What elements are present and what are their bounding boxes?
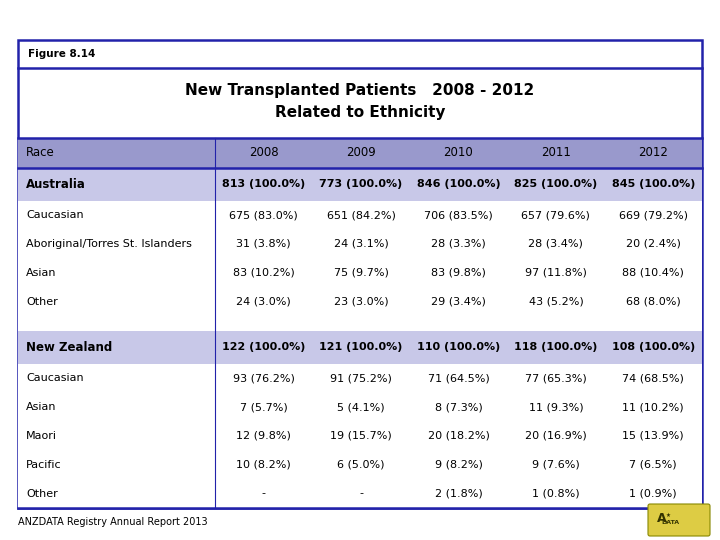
- Text: 2011: 2011: [541, 146, 571, 159]
- Bar: [18, 364, 702, 393]
- Bar: [18, 316, 702, 331]
- Text: Aboriginal/Torres St. Islanders: Aboriginal/Torres St. Islanders: [26, 239, 192, 249]
- Text: 9 (8.2%): 9 (8.2%): [435, 460, 482, 470]
- Text: Other: Other: [26, 296, 58, 307]
- Text: 29 (3.4%): 29 (3.4%): [431, 296, 486, 307]
- Text: 110 (100.0%): 110 (100.0%): [417, 342, 500, 353]
- Text: Related to Ethnicity: Related to Ethnicity: [275, 105, 445, 119]
- Text: 74 (68.5%): 74 (68.5%): [622, 373, 684, 383]
- Text: 7 (5.7%): 7 (5.7%): [240, 402, 287, 412]
- Text: Australia: Australia: [26, 178, 86, 191]
- Text: 20 (2.4%): 20 (2.4%): [626, 239, 680, 249]
- Text: 121 (100.0%): 121 (100.0%): [320, 342, 402, 353]
- Text: 669 (79.2%): 669 (79.2%): [618, 210, 688, 220]
- Text: 5 (4.1%): 5 (4.1%): [337, 402, 385, 412]
- Text: 77 (65.3%): 77 (65.3%): [525, 373, 587, 383]
- Bar: [18, 393, 702, 421]
- Text: 657 (79.6%): 657 (79.6%): [521, 210, 590, 220]
- Text: 43 (5.2%): 43 (5.2%): [528, 296, 583, 307]
- Bar: [18, 168, 702, 201]
- Text: 10 (8.2%): 10 (8.2%): [236, 460, 291, 470]
- Text: 28 (3.4%): 28 (3.4%): [528, 239, 583, 249]
- Text: 651 (84.2%): 651 (84.2%): [327, 210, 395, 220]
- Text: 118 (100.0%): 118 (100.0%): [514, 342, 598, 353]
- Text: 813 (100.0%): 813 (100.0%): [222, 179, 305, 190]
- Text: 31 (3.8%): 31 (3.8%): [236, 239, 291, 249]
- Text: 12 (9.8%): 12 (9.8%): [236, 431, 291, 441]
- Text: 108 (100.0%): 108 (100.0%): [612, 342, 695, 353]
- Text: 8 (7.3%): 8 (7.3%): [435, 402, 482, 412]
- Bar: [18, 331, 702, 364]
- Bar: [18, 201, 702, 230]
- Text: 2 (1.8%): 2 (1.8%): [435, 489, 482, 498]
- Text: Asian: Asian: [26, 268, 56, 278]
- Text: 20 (18.2%): 20 (18.2%): [428, 431, 490, 441]
- Text: 91 (75.2%): 91 (75.2%): [330, 373, 392, 383]
- Bar: [18, 258, 702, 287]
- Text: New Zealand: New Zealand: [26, 341, 112, 354]
- Bar: [18, 230, 702, 258]
- Bar: [18, 450, 702, 479]
- Text: 675 (83.0%): 675 (83.0%): [230, 210, 298, 220]
- Text: 706 (83.5%): 706 (83.5%): [424, 210, 493, 220]
- Text: New Transplanted Patients   2008 - 2012: New Transplanted Patients 2008 - 2012: [185, 83, 535, 98]
- Text: 71 (64.5%): 71 (64.5%): [428, 373, 490, 383]
- Text: -: -: [261, 489, 266, 498]
- Text: 122 (100.0%): 122 (100.0%): [222, 342, 305, 353]
- FancyBboxPatch shape: [648, 504, 710, 536]
- Text: Caucasian: Caucasian: [26, 373, 84, 383]
- Bar: [18, 287, 702, 316]
- Text: 845 (100.0%): 845 (100.0%): [611, 179, 695, 190]
- Text: 20 (16.9%): 20 (16.9%): [525, 431, 587, 441]
- Text: 93 (76.2%): 93 (76.2%): [233, 373, 294, 383]
- Text: Asian: Asian: [26, 402, 56, 412]
- Text: 97 (11.8%): 97 (11.8%): [525, 268, 587, 278]
- Text: 24 (3.0%): 24 (3.0%): [236, 296, 291, 307]
- Text: -: -: [359, 489, 363, 498]
- Text: 19 (15.7%): 19 (15.7%): [330, 431, 392, 441]
- Text: ANZDATA Registry Annual Report 2013: ANZDATA Registry Annual Report 2013: [18, 517, 207, 527]
- Text: 825 (100.0%): 825 (100.0%): [514, 179, 598, 190]
- Text: 1 (0.8%): 1 (0.8%): [532, 489, 580, 498]
- Bar: [18, 40, 702, 508]
- Text: 2009: 2009: [346, 146, 376, 159]
- Text: 23 (3.0%): 23 (3.0%): [334, 296, 388, 307]
- Text: 88 (10.4%): 88 (10.4%): [622, 268, 684, 278]
- Text: DATA: DATA: [661, 521, 679, 525]
- Text: 15 (13.9%): 15 (13.9%): [623, 431, 684, 441]
- Text: 2010: 2010: [444, 146, 473, 159]
- Text: 11 (10.2%): 11 (10.2%): [623, 402, 684, 412]
- Text: 2008: 2008: [249, 146, 279, 159]
- Text: 7 (6.5%): 7 (6.5%): [629, 460, 677, 470]
- Bar: [18, 138, 702, 168]
- Text: 11 (9.3%): 11 (9.3%): [528, 402, 583, 412]
- Text: 2012: 2012: [639, 146, 668, 159]
- Text: Maori: Maori: [26, 431, 57, 441]
- Text: 773 (100.0%): 773 (100.0%): [320, 179, 402, 190]
- Text: 75 (9.7%): 75 (9.7%): [333, 268, 389, 278]
- Bar: [18, 479, 702, 508]
- Text: A: A: [657, 511, 667, 524]
- Text: 83 (9.8%): 83 (9.8%): [431, 268, 486, 278]
- Text: Race: Race: [26, 146, 55, 159]
- Text: 846 (100.0%): 846 (100.0%): [417, 179, 500, 190]
- Text: 28 (3.3%): 28 (3.3%): [431, 239, 486, 249]
- Bar: [18, 421, 702, 450]
- Text: Other: Other: [26, 489, 58, 498]
- Text: 1 (0.9%): 1 (0.9%): [629, 489, 677, 498]
- Text: 83 (10.2%): 83 (10.2%): [233, 268, 294, 278]
- Text: ★: ★: [665, 512, 670, 517]
- Text: Pacific: Pacific: [26, 460, 62, 470]
- Text: 68 (8.0%): 68 (8.0%): [626, 296, 680, 307]
- Text: 9 (7.6%): 9 (7.6%): [532, 460, 580, 470]
- Text: 6 (5.0%): 6 (5.0%): [338, 460, 385, 470]
- Text: Caucasian: Caucasian: [26, 210, 84, 220]
- Text: Figure 8.14: Figure 8.14: [28, 49, 95, 59]
- Text: 24 (3.1%): 24 (3.1%): [334, 239, 389, 249]
